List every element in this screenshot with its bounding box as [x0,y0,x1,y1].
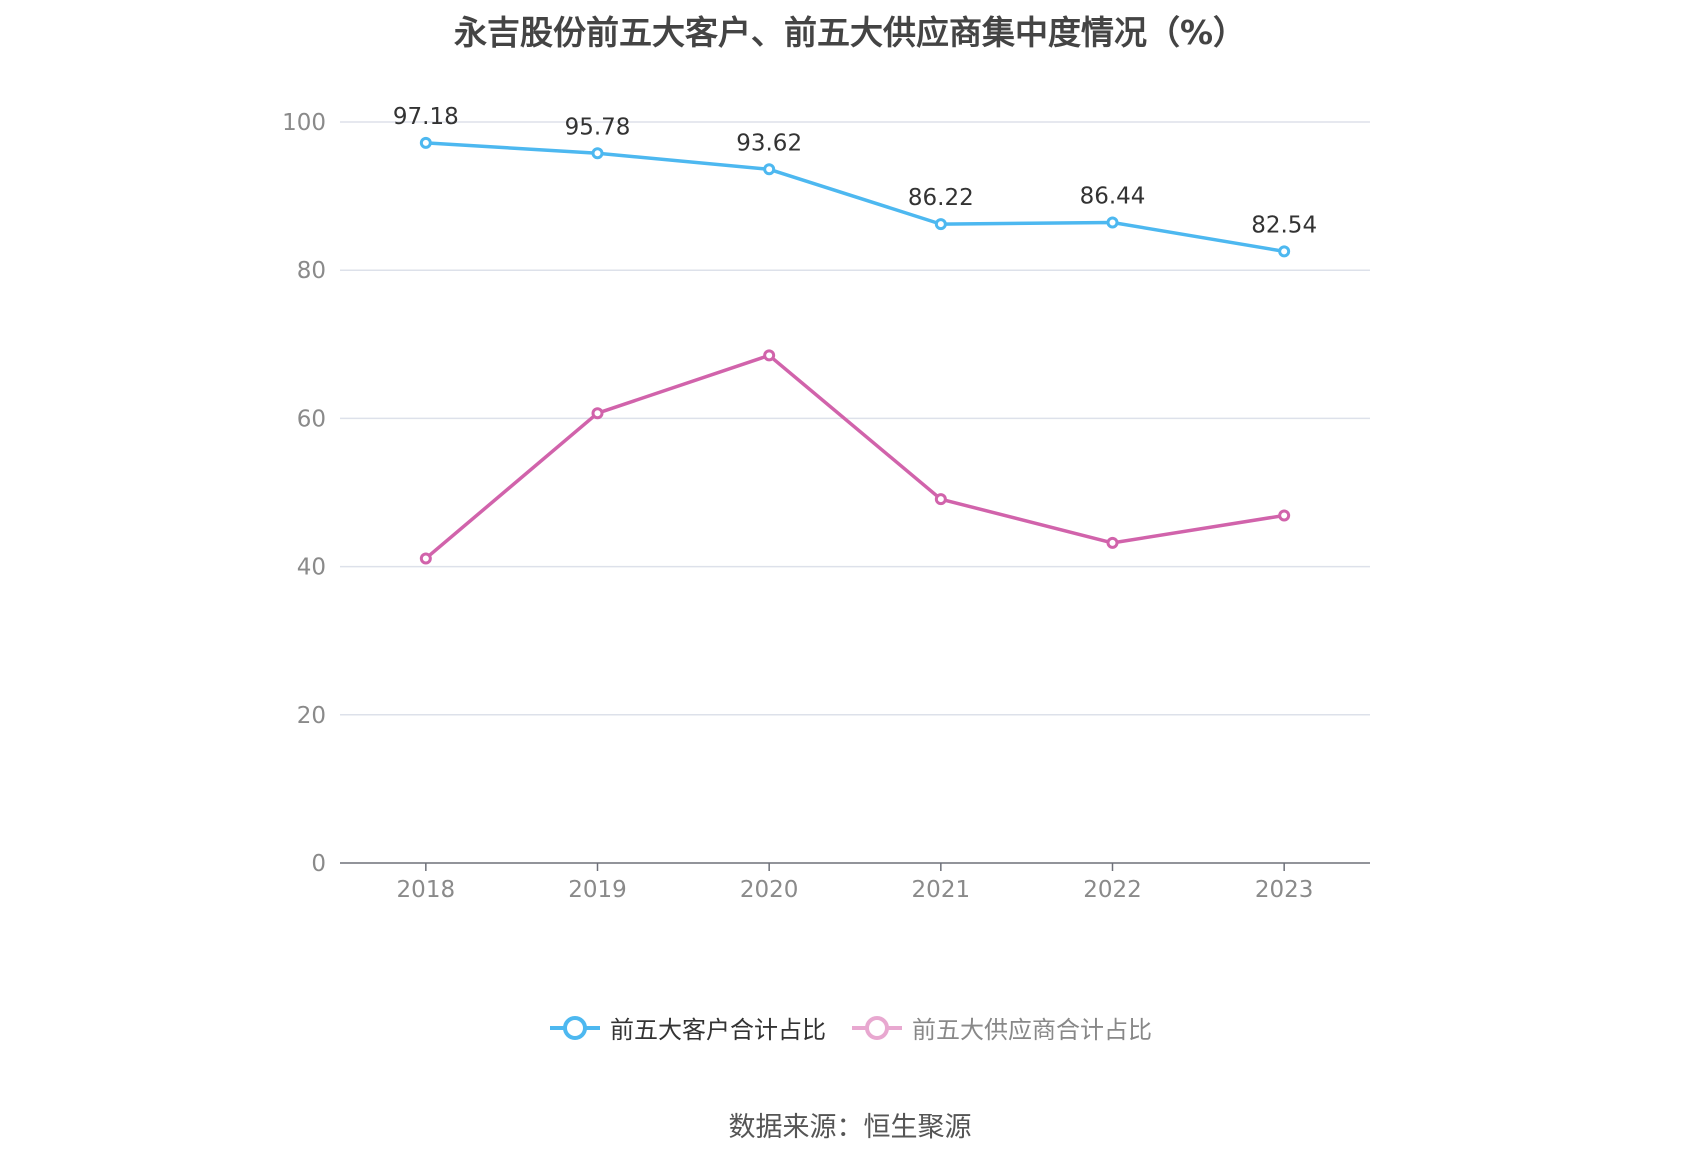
x-tick-label: 2021 [912,877,971,903]
legend-label-suppliers: 前五大供应商合计占比 [912,1016,1152,1044]
data-source: 数据来源：恒生聚源 [728,1112,972,1143]
chart-title: 永吉股份前五大客户、前五大供应商集中度情况（%） [453,13,1247,52]
data-point [419,136,432,149]
data-point [934,218,947,231]
data-point [763,349,776,362]
data-point [934,493,947,506]
data-point [1106,216,1119,229]
line-chart: 0 20 40 60 80 100 2018 2019 2020 2021 2022 2023 97… [282,104,1370,903]
data-point [1278,245,1291,258]
data-label: 86.22 [908,185,974,211]
y-tick-label: 0 [311,851,326,877]
data-point [591,147,604,160]
legend-marker-customers-icon [550,1015,600,1040]
data-label: 86.44 [1080,183,1146,209]
data-point [1278,509,1291,522]
y-tick-label: 40 [297,555,326,581]
series-layer [419,136,1291,565]
y-axis-ticks: 0 20 40 60 80 100 [282,110,326,877]
data-label: 82.54 [1251,212,1317,238]
y-tick-label: 20 [297,703,326,729]
x-tick-label: 2019 [568,877,627,903]
y-tick-label: 60 [297,406,326,432]
legend-label-customers: 前五大客户合计占比 [610,1016,826,1044]
y-tick-label: 80 [297,258,326,284]
x-tick-label: 2022 [1083,877,1142,903]
legend-item-suppliers[interactable]: 前五大供应商合计占比 [850,1010,1152,1045]
x-tick-label: 2020 [740,877,799,903]
x-tick-label: 2018 [397,877,456,903]
legend-marker-suppliers-icon [852,1015,902,1040]
data-point [419,552,432,565]
data-point [763,163,776,176]
data-labels: 97.18 95.78 93.62 86.22 86.44 82.54 [393,104,1317,238]
series-line-0 [425,141,1285,254]
series-line-1 [424,353,1285,560]
legend-item-customers[interactable]: 前五大客户合计占比 [548,1010,826,1045]
y-tick-label: 100 [282,110,326,136]
data-point [591,407,604,420]
x-tick-label: 2023 [1255,877,1314,903]
x-axis: 2018 2019 2020 2021 2022 2023 [340,862,1370,903]
data-label: 97.18 [393,104,459,130]
grid-lines [340,121,1370,716]
data-label: 93.62 [736,130,802,156]
legend: 前五大客户合计占比 前五大供应商合计占比 [0,1010,1700,1045]
data-point [1106,536,1119,549]
data-label: 95.78 [565,114,631,140]
